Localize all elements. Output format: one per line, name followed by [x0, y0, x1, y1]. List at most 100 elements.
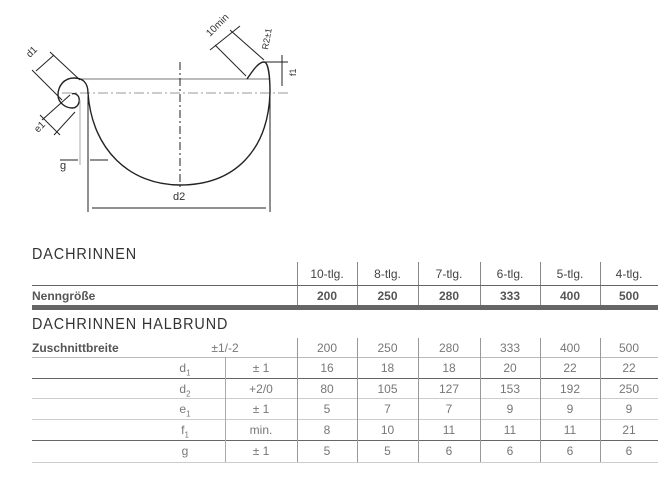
- nenngroesse-value: 280: [438, 289, 460, 303]
- column-divider: [480, 338, 481, 462]
- column-divider: [600, 262, 601, 305]
- column-divider: [540, 262, 541, 305]
- nenngroesse-value: 200: [316, 289, 338, 303]
- label-radius: R2±1: [260, 27, 274, 50]
- symbol-subscript: 2: [186, 389, 191, 399]
- dimension-value: 7: [384, 402, 391, 416]
- dimension-value: 6: [566, 444, 574, 458]
- section-title-halbrund: DACHRINNEN HALBRUND: [32, 316, 229, 333]
- label-f1: f1: [288, 68, 298, 76]
- tolerance: +2/0: [249, 382, 273, 396]
- dimension-value: 5: [323, 402, 331, 416]
- dimension-value: 9: [506, 402, 514, 416]
- dimension-value: 192: [559, 382, 581, 396]
- bead-profile: [57, 77, 89, 109]
- section-bar: [32, 305, 658, 310]
- dimension-value: 80: [320, 382, 334, 396]
- zuschnittbreite-value: 280: [438, 341, 460, 355]
- gutter-profile: [87, 61, 271, 186]
- dimension-value: 9: [625, 402, 633, 416]
- symbol-letter: f: [181, 423, 185, 437]
- dimension-value: 11: [442, 423, 456, 437]
- label-d2: d2: [173, 191, 185, 203]
- column-header: 10-tlg.: [310, 267, 344, 281]
- column-divider: [540, 338, 541, 462]
- symbol-letter: d: [179, 382, 187, 396]
- dimension-value: 153: [499, 382, 521, 396]
- symbol-subscript: 1: [186, 368, 191, 378]
- dimension-value: 8: [323, 423, 331, 437]
- symbol-subscript: 1: [184, 430, 189, 440]
- dimension-value: 18: [380, 361, 395, 375]
- tolerance: ± 1: [252, 402, 270, 416]
- row-divider: [32, 462, 658, 463]
- dimension-value: 6: [625, 444, 633, 458]
- dimension-value: 11: [563, 423, 577, 437]
- zuschnittbreite-value: 250: [377, 341, 398, 355]
- dimension-value: 22: [622, 361, 636, 375]
- row-divider: [32, 285, 658, 286]
- section-title-dachrinnen: DACHRINNEN: [32, 246, 138, 263]
- column-divider: [357, 338, 358, 462]
- gutter-cross-section-diagram: d1 e1 g d2 10min R2±1 f1: [24, 12, 298, 212]
- symbol-letter: d: [179, 361, 187, 375]
- tolerance: min.: [249, 423, 273, 437]
- column-divider: [297, 338, 298, 462]
- symbol: f1: [160, 423, 210, 439]
- tolerance: ± 1: [252, 361, 270, 375]
- symbol: e1: [160, 402, 210, 418]
- dimension-value: 18: [442, 361, 456, 375]
- dimension-value: 105: [377, 382, 398, 396]
- zuschnittbreite-value: 200: [316, 341, 338, 355]
- zuschnittbreite-value: 500: [618, 341, 640, 355]
- dimension-value: 127: [438, 382, 460, 396]
- dimension-value: 5: [384, 444, 391, 458]
- label-10min: 10min: [204, 12, 231, 39]
- column-divider: [418, 338, 419, 462]
- row-divider: [32, 419, 658, 420]
- nenngroesse-value: 333: [499, 289, 521, 303]
- zuschnittbreite-label: Zuschnittbreite: [32, 341, 119, 355]
- zuschnittbreite-tolerance: ±1/-2: [211, 341, 239, 355]
- symbol: d1: [160, 361, 210, 377]
- label-d1: d1: [24, 44, 40, 60]
- label-g: g: [60, 160, 66, 172]
- row-divider: [32, 440, 658, 441]
- column-divider: [600, 338, 601, 462]
- dimension-value: 20: [503, 361, 517, 375]
- nenngroesse-value: 250: [377, 289, 398, 303]
- symbol: g: [160, 444, 210, 460]
- dimension-value: 21: [622, 423, 636, 437]
- column-header: 4-tlg.: [615, 267, 643, 281]
- dimension-value: 11: [503, 423, 517, 437]
- column-header: 6-tlg.: [496, 267, 524, 281]
- column-header: 5-tlg.: [556, 267, 584, 281]
- dimension-value: 16: [320, 361, 334, 375]
- dimension-value: 7: [445, 402, 453, 416]
- dimension-value: 6: [506, 444, 514, 458]
- dimension-value: 250: [618, 382, 640, 396]
- column-divider: [225, 357, 226, 462]
- dimension-value: 22: [563, 361, 577, 375]
- dimension-value: 9: [566, 402, 574, 416]
- zuschnittbreite-value: 333: [499, 341, 521, 355]
- symbol: d2: [160, 382, 210, 398]
- symbol-subscript: 1: [186, 409, 191, 419]
- dimension-value: 5: [323, 444, 331, 458]
- symbol-letter: e: [179, 402, 187, 416]
- column-divider: [357, 262, 358, 305]
- column-header: 8-tlg.: [374, 267, 401, 281]
- dimension-value: 6: [445, 444, 453, 458]
- nenngroesse-value: 400: [559, 289, 581, 303]
- symbol-letter: g: [181, 444, 189, 458]
- tolerance: ± 1: [252, 444, 270, 458]
- column-divider: [418, 262, 419, 305]
- row-divider: [32, 357, 658, 358]
- zuschnittbreite-value: 400: [559, 341, 581, 355]
- column-header: 7-tlg.: [435, 267, 463, 281]
- column-divider: [297, 262, 298, 305]
- row-divider: [32, 378, 658, 379]
- nenngroesse-label: Nenngröße: [32, 289, 96, 303]
- row-divider: [32, 398, 658, 399]
